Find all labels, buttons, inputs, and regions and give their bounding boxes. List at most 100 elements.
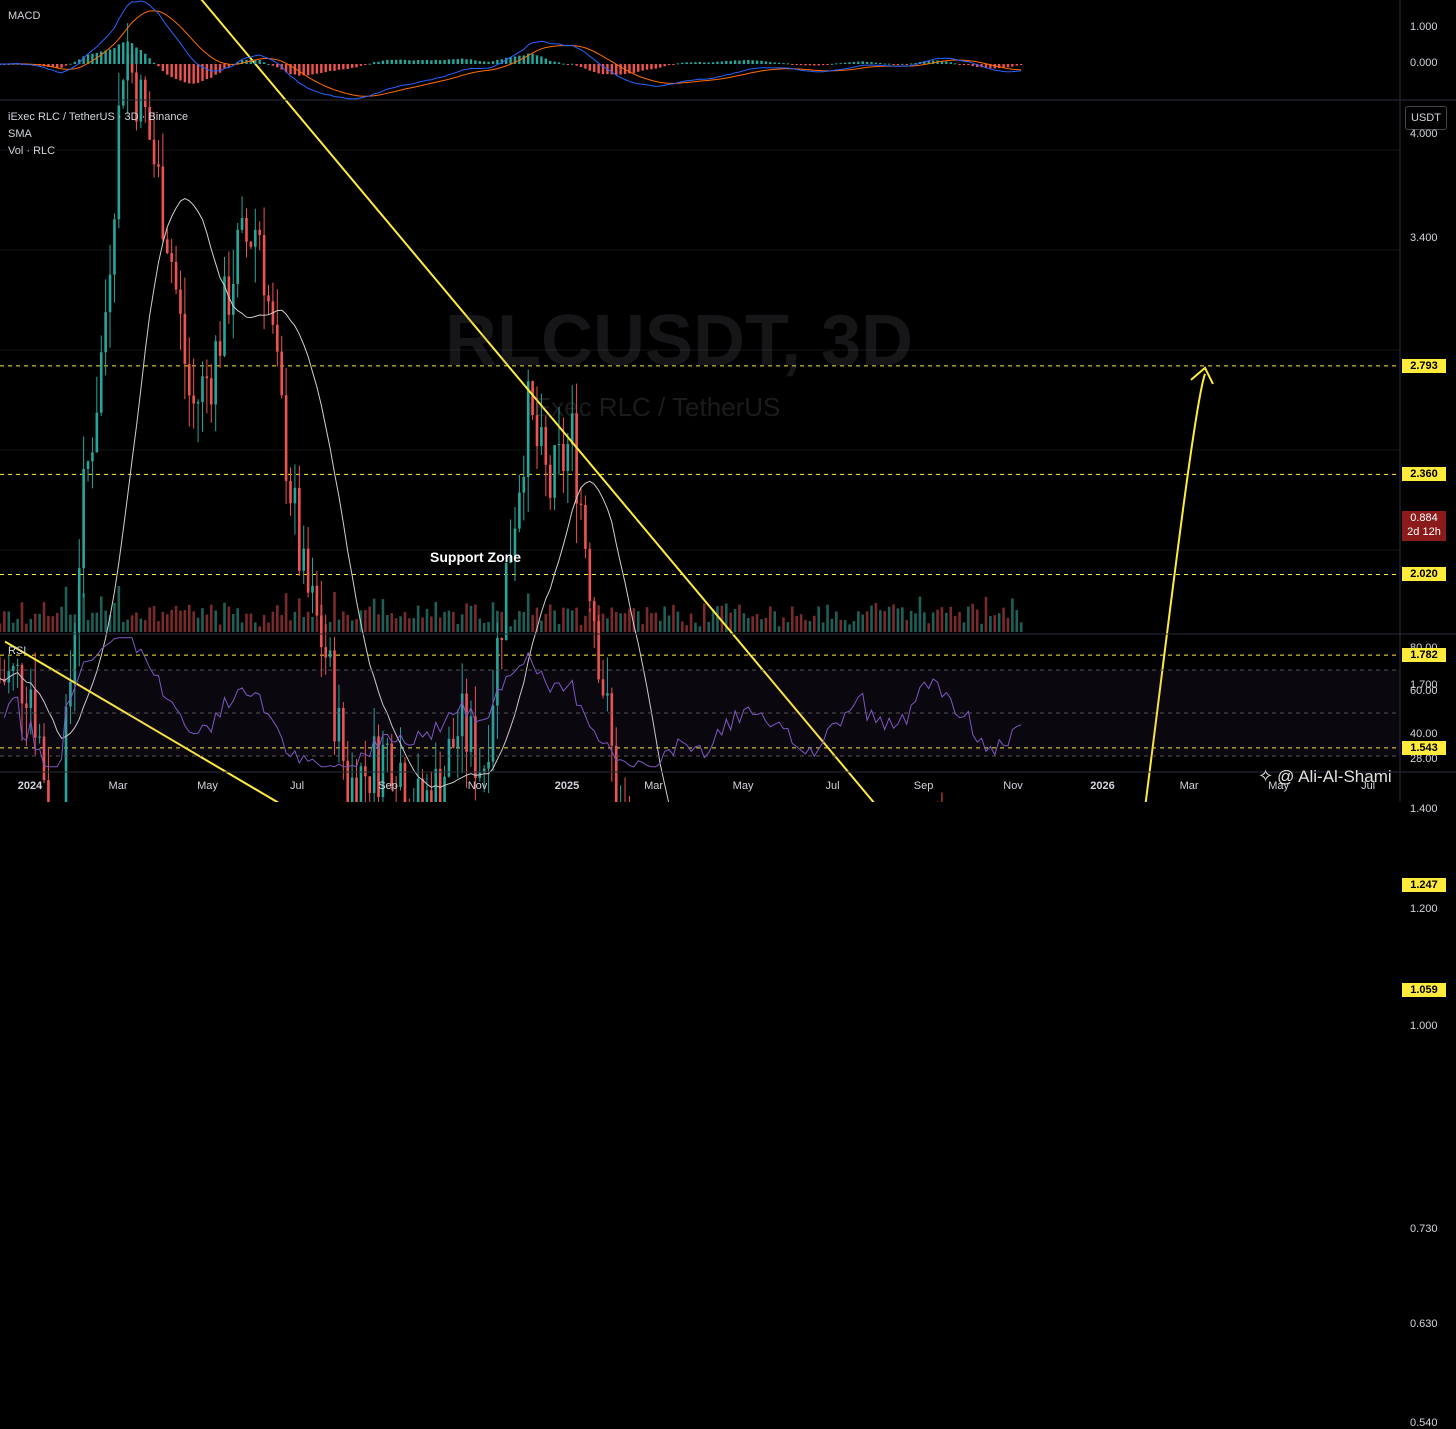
candle-body bbox=[592, 601, 596, 622]
candle-body bbox=[117, 105, 121, 220]
volume-bar bbox=[1006, 617, 1010, 632]
macd-histogram-bar bbox=[989, 64, 992, 69]
candle-body bbox=[416, 778, 420, 802]
candle-body bbox=[7, 671, 11, 683]
volume-bar bbox=[337, 619, 341, 632]
candle-body bbox=[126, 54, 129, 81]
rsi-label[interactable]: RSI bbox=[8, 645, 27, 657]
macd-histogram-bar bbox=[157, 64, 160, 67]
candle-body bbox=[390, 743, 394, 786]
volume-bar bbox=[914, 613, 917, 632]
volume-bar bbox=[218, 624, 222, 632]
volume-bar bbox=[975, 609, 979, 632]
macd-histogram-bar bbox=[742, 60, 746, 64]
macd-histogram-bar bbox=[967, 64, 970, 66]
macd-histogram-bar bbox=[108, 49, 112, 64]
horizontal-levels bbox=[0, 365, 1400, 749]
volume-bar bbox=[482, 622, 486, 632]
candle-body bbox=[474, 716, 477, 778]
volume-bar bbox=[262, 614, 266, 632]
macd-histogram-bar bbox=[703, 62, 706, 64]
candle-body bbox=[86, 461, 90, 469]
macd-histogram-bar bbox=[747, 59, 750, 64]
watermark-name: iExec RLC / TetherUS bbox=[528, 392, 781, 422]
currency-button[interactable]: USDT bbox=[1405, 106, 1447, 130]
macd-histogram-bar bbox=[271, 64, 275, 66]
volume-bar bbox=[174, 605, 178, 632]
macd-histogram-bar bbox=[975, 64, 979, 68]
macd-histogram-bar bbox=[720, 61, 724, 64]
volume-bar bbox=[645, 607, 649, 632]
macd-histogram-bar bbox=[782, 63, 785, 65]
candle-body bbox=[557, 444, 561, 446]
macd-histogram-bar bbox=[843, 62, 847, 64]
volume-bars bbox=[0, 585, 1023, 632]
macd-histogram-bar bbox=[152, 62, 156, 64]
volume-bar bbox=[927, 623, 931, 632]
macd-histogram-bar bbox=[549, 60, 552, 64]
candle-body bbox=[469, 716, 473, 752]
volume-bar bbox=[390, 613, 394, 632]
macd-histogram-bar bbox=[571, 63, 574, 65]
volume-bar bbox=[16, 618, 19, 632]
chart-canvas bbox=[0, 0, 1456, 802]
macd-histogram-bar bbox=[166, 64, 169, 75]
volume-bar bbox=[892, 604, 895, 632]
candle-body bbox=[456, 736, 460, 748]
volume-bar bbox=[936, 609, 939, 632]
macd-histogram-bar bbox=[905, 64, 908, 65]
macd-histogram-bar bbox=[804, 64, 807, 66]
macd-histogram-bar bbox=[610, 64, 614, 75]
candle-body bbox=[531, 381, 534, 416]
macd-histogram-bar bbox=[1002, 64, 1005, 68]
macd-histogram-bar bbox=[795, 64, 798, 65]
macd-histogram-bar bbox=[460, 58, 464, 64]
macd-histogram-bar bbox=[799, 64, 803, 66]
sma-label[interactable]: SMA bbox=[8, 128, 32, 140]
volume-bar bbox=[368, 606, 372, 632]
volume-bar bbox=[628, 608, 631, 632]
macd-histogram-bar bbox=[953, 63, 957, 65]
candle-body bbox=[597, 621, 600, 680]
macd-histogram-bar bbox=[368, 63, 371, 65]
volume-bar bbox=[253, 622, 257, 632]
volume-bar bbox=[962, 622, 966, 632]
volume-bar bbox=[430, 616, 433, 632]
macd-histogram-bar bbox=[852, 61, 856, 64]
candle-body bbox=[73, 632, 77, 682]
candle-body bbox=[337, 707, 341, 742]
level-badge: 1.247 bbox=[1402, 877, 1446, 892]
macd-histogram-bar bbox=[1015, 64, 1018, 66]
candle-body bbox=[245, 217, 248, 242]
macd-histogram-bar bbox=[346, 64, 349, 69]
volume-bar bbox=[861, 614, 865, 632]
volume-bar bbox=[20, 602, 24, 632]
candle-body bbox=[540, 427, 543, 447]
candle-body bbox=[504, 562, 508, 641]
main-title[interactable]: iExec RLC / TetherUS · 3D · Binance bbox=[8, 111, 189, 123]
volume-bar bbox=[821, 622, 825, 632]
candle-body bbox=[187, 364, 191, 396]
macd-histogram-bar bbox=[86, 54, 90, 64]
macd-histogram-bar bbox=[575, 64, 578, 66]
macd-signal-line bbox=[0, 10, 1022, 97]
level-badge: 2.360 bbox=[1402, 467, 1446, 482]
volume-bar bbox=[606, 618, 609, 632]
candle-body bbox=[570, 413, 574, 445]
macd-histogram-bar bbox=[733, 60, 737, 64]
volume-bar bbox=[993, 615, 997, 632]
macd-histogram-bar bbox=[73, 61, 77, 64]
macd-histogram-bar bbox=[69, 63, 72, 65]
volume-bar bbox=[839, 619, 843, 632]
candle-body bbox=[25, 703, 28, 708]
macd-histogram-bar bbox=[403, 59, 407, 64]
volume-bar bbox=[619, 613, 622, 632]
macd-histogram-bar bbox=[183, 64, 187, 83]
volume-bar bbox=[989, 616, 992, 632]
volume-label[interactable]: Vol · RLC bbox=[8, 145, 56, 157]
volume-bar bbox=[491, 602, 495, 632]
macd-histogram-bar bbox=[874, 62, 878, 64]
candle-body bbox=[240, 217, 244, 230]
volume-bar bbox=[971, 603, 975, 632]
macd-histogram-bar bbox=[923, 61, 926, 64]
